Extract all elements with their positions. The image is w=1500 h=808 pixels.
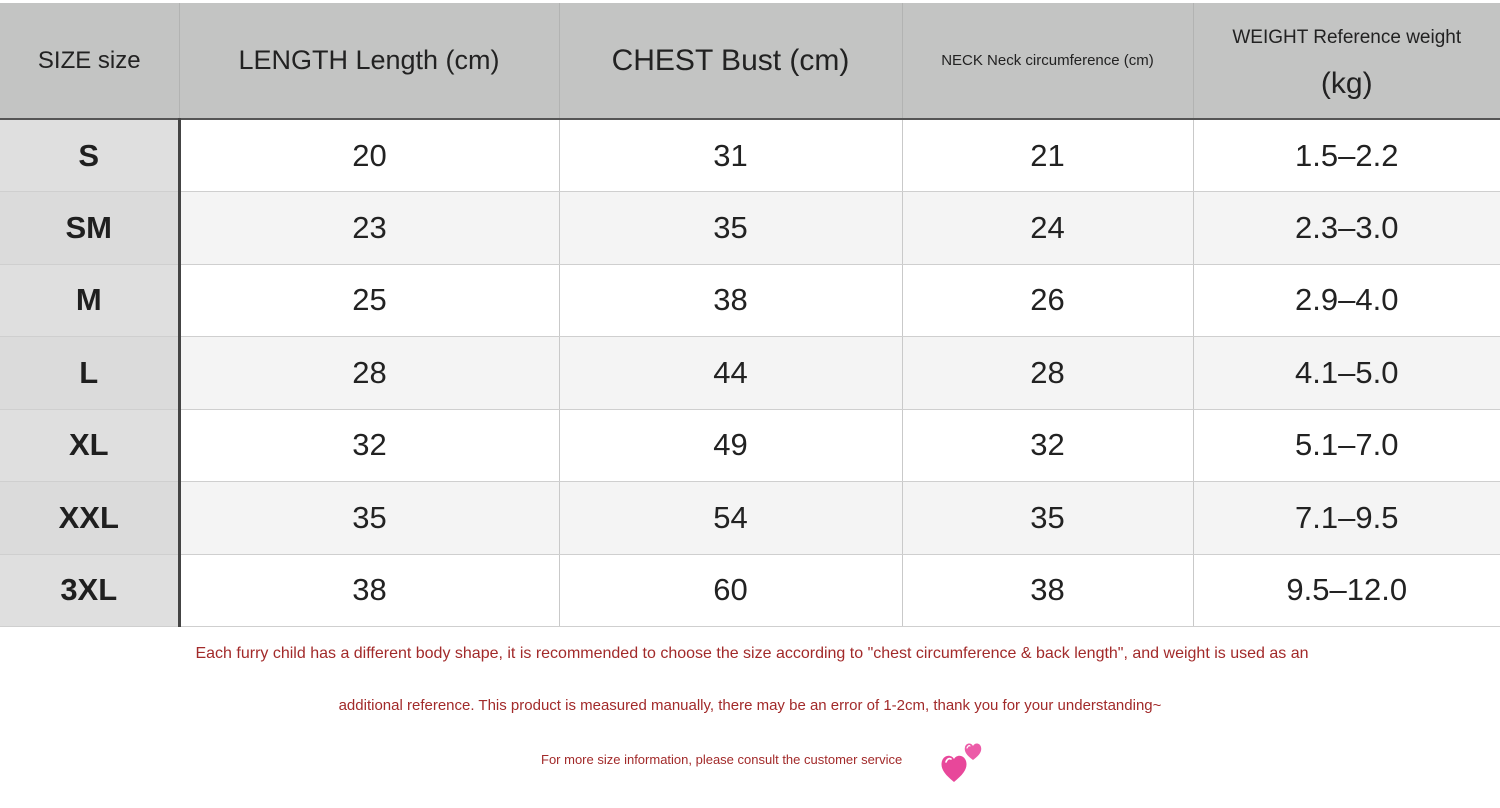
neck-cell: 26 bbox=[902, 264, 1194, 337]
table-row: XL 32 49 32 5.1–7.0 bbox=[0, 409, 1500, 482]
length-cell: 38 bbox=[179, 554, 560, 627]
chest-cell: 31 bbox=[559, 119, 903, 192]
size-table: SIZE size LENGTH Length (cm) CHEST Bust … bbox=[0, 3, 1500, 627]
length-cell: 20 bbox=[179, 119, 560, 192]
length-cell: 25 bbox=[179, 264, 560, 337]
table-row: XXL 35 54 35 7.1–9.5 bbox=[0, 481, 1500, 555]
header-weight-unit: (kg) bbox=[1320, 66, 1373, 100]
table-row: S 20 31 21 1.5–2.2 bbox=[0, 119, 1500, 192]
header-length-label: LENGTH Length (cm) bbox=[238, 45, 500, 75]
size-cell: XL bbox=[0, 409, 181, 482]
customer-service-note: For more size information, please consul… bbox=[0, 740, 1500, 784]
neck-cell: 21 bbox=[902, 119, 1194, 192]
size-note-line-1: Each furry child has a different body sh… bbox=[195, 645, 1309, 662]
table-row: SM 23 35 24 2.3–3.0 bbox=[0, 191, 1500, 265]
weight-cell: 9.5–12.0 bbox=[1193, 554, 1500, 627]
length-cell: 32 bbox=[179, 409, 560, 482]
header-length: LENGTH Length (cm) bbox=[179, 3, 560, 120]
weight-cell: 2.9–4.0 bbox=[1193, 264, 1500, 337]
chest-cell: 44 bbox=[559, 336, 903, 410]
neck-cell: 28 bbox=[902, 336, 1194, 410]
length-cell: 35 bbox=[179, 481, 560, 555]
header-size: SIZE size bbox=[0, 3, 180, 120]
two-hearts-icon bbox=[941, 743, 982, 782]
chest-cell: 38 bbox=[559, 264, 903, 337]
customer-service-text: For more size information, please consul… bbox=[541, 752, 903, 767]
neck-cell: 32 bbox=[902, 409, 1194, 482]
weight-cell: 4.1–5.0 bbox=[1193, 336, 1500, 410]
chest-cell: 35 bbox=[559, 191, 903, 265]
size-note-line-2: additional reference. This product is me… bbox=[338, 697, 1162, 714]
header-weight: WEIGHT Reference weight (kg) bbox=[1193, 3, 1500, 120]
length-cell: 23 bbox=[179, 191, 560, 265]
weight-cell: 1.5–2.2 bbox=[1193, 119, 1500, 192]
size-cell: SM bbox=[0, 191, 181, 265]
size-cell: M bbox=[0, 264, 181, 337]
header-neck-label: NECK Neck circumference (cm) bbox=[941, 52, 1154, 69]
table-row: L 28 44 28 4.1–5.0 bbox=[0, 336, 1500, 410]
neck-cell: 24 bbox=[902, 191, 1194, 265]
size-cell: XXL bbox=[0, 481, 181, 555]
neck-cell: 35 bbox=[902, 481, 1194, 555]
weight-cell: 7.1–9.5 bbox=[1193, 481, 1500, 555]
table-header-row: SIZE size LENGTH Length (cm) CHEST Bust … bbox=[0, 3, 1500, 120]
header-weight-label: WEIGHT Reference weight bbox=[1232, 26, 1462, 48]
weight-cell: 5.1–7.0 bbox=[1193, 409, 1500, 482]
size-cell: S bbox=[0, 119, 181, 192]
chest-cell: 54 bbox=[559, 481, 903, 555]
chest-cell: 60 bbox=[559, 554, 903, 627]
header-size-label: SIZE size bbox=[37, 46, 141, 74]
neck-cell: 38 bbox=[902, 554, 1194, 627]
table-row: M 25 38 26 2.9–4.0 bbox=[0, 264, 1500, 337]
length-cell: 28 bbox=[179, 336, 560, 410]
header-neck: NECK Neck circumference (cm) bbox=[902, 3, 1194, 120]
header-chest-label: CHEST Bust (cm) bbox=[611, 43, 850, 77]
size-cell: 3XL bbox=[0, 554, 181, 627]
table-row: 3XL 38 60 38 9.5–12.0 bbox=[0, 554, 1500, 627]
size-cell: L bbox=[0, 336, 181, 410]
chest-cell: 49 bbox=[559, 409, 903, 482]
weight-cell: 2.3–3.0 bbox=[1193, 191, 1500, 265]
header-chest: CHEST Bust (cm) bbox=[559, 3, 903, 120]
